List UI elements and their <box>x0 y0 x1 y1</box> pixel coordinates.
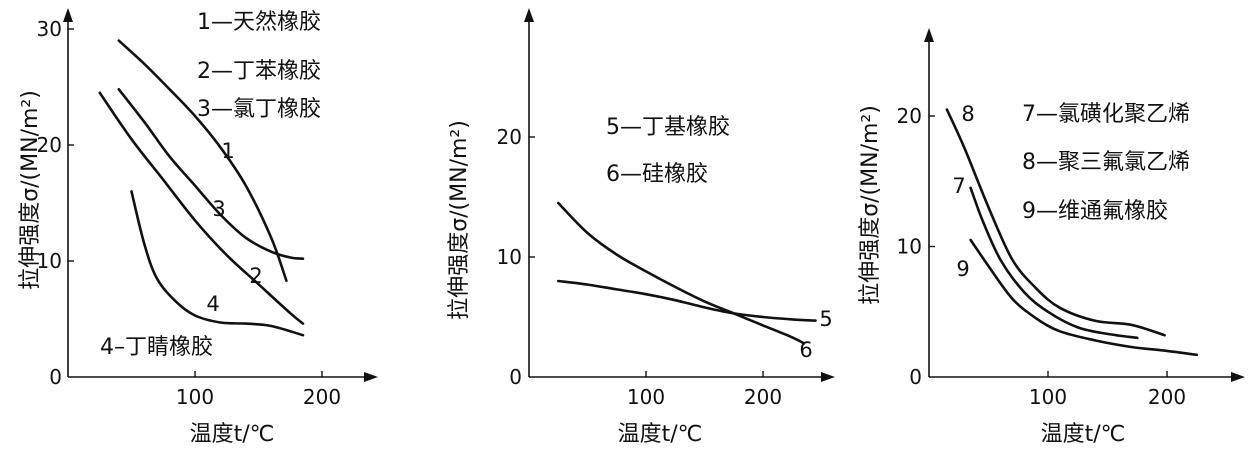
y-tick-label: 20 <box>497 125 522 149</box>
series-line-3 <box>117 88 305 260</box>
series-line-1 <box>117 39 288 282</box>
series-line-4 <box>130 190 305 337</box>
legend-entry-7: 7—氯磺化聚乙烯 <box>1022 102 1190 127</box>
series-line-8 <box>945 108 1166 337</box>
y-axis-label: 拉伸强度σ/(MN/m²) <box>858 105 883 305</box>
series-label-3: 3 <box>212 197 225 221</box>
x-axis-arrow <box>364 372 378 382</box>
series-line-6 <box>557 201 806 345</box>
chart-panel-rubbers-5-6: 拉伸强度σ/(MN/m²) 温度t/℃ 5—丁基橡胶 6—硅橡胶 100 200 0… <box>447 8 835 447</box>
y-axis-arrow <box>63 8 73 22</box>
legend-entry-9: 9—维通氟橡胶 <box>1022 199 1168 224</box>
x-tick-label: 100 <box>176 385 214 409</box>
legend-entry-1: 1—天然橡胶 <box>197 10 321 35</box>
x-axis-arrow <box>1231 372 1245 382</box>
y-tick-label: 0 <box>909 365 922 389</box>
y-tick-label: 20 <box>897 104 922 128</box>
x-axis-arrow <box>821 372 835 382</box>
y-tick-label: 0 <box>509 365 522 389</box>
series-label-5: 5 <box>819 307 832 331</box>
y-tick-label: 0 <box>49 365 62 389</box>
x-tick-label: 200 <box>744 385 782 409</box>
series-line-5 <box>557 279 817 322</box>
y-axis-arrow <box>924 28 934 42</box>
legend-entry-6: 6—硅橡胶 <box>606 162 708 187</box>
series-label-7: 7 <box>952 174 965 198</box>
series-label-8: 8 <box>961 102 974 126</box>
legend-entry-3: 3—氯丁橡胶 <box>197 97 321 122</box>
series-label-9: 9 <box>956 257 969 281</box>
y-tick-label: 10 <box>37 249 62 273</box>
legend-entry-8: 8—聚三氟氯乙烯 <box>1022 150 1190 175</box>
series-line-7 <box>969 186 1139 340</box>
series-label-2: 2 <box>249 264 262 288</box>
y-axis-label: 拉伸强度σ/(MN/m²) <box>18 90 43 290</box>
x-tick-label: 100 <box>1029 385 1067 409</box>
legend-entry-2: 2—丁苯橡胶 <box>197 59 321 84</box>
y-tick-label: 10 <box>497 245 522 269</box>
x-tick-label: 200 <box>1148 385 1186 409</box>
x-axis-label: 温度t/℃ <box>190 422 275 447</box>
y-axis-label: 拉伸强度σ/(MN/m²) <box>447 120 472 320</box>
series-line-2 <box>98 91 305 325</box>
x-tick-label: 200 <box>303 385 341 409</box>
legend-entry-5: 5—丁基橡胶 <box>606 115 730 140</box>
y-axis-arrow <box>524 8 534 22</box>
series-label-4: 4 <box>206 292 219 316</box>
series-line-9 <box>969 238 1199 357</box>
y-tick-label: 30 <box>37 17 62 41</box>
x-tick-label: 100 <box>627 385 665 409</box>
legend-entry-4: 4–丁睛橡胶 <box>100 335 213 360</box>
chart-panel-rubbers-1-4: 拉伸强度σ/(MN/m²) 温度t/℃ 1—天然橡胶 2—丁苯橡胶 3—氯丁橡胶… <box>18 8 378 447</box>
chart-panel-rubbers-7-9: 拉伸强度σ/(MN/m²) 温度t/℃ 7—氯磺化聚乙烯 8—聚三氟氯乙烯 9—… <box>858 28 1245 447</box>
series-label-1: 1 <box>221 139 234 163</box>
y-tick-label: 20 <box>37 133 62 157</box>
x-axis-label: 温度t/℃ <box>618 422 703 447</box>
y-tick-label: 10 <box>897 235 922 259</box>
series-label-6: 6 <box>799 338 812 362</box>
x-axis-label: 温度t/℃ <box>1041 422 1126 447</box>
